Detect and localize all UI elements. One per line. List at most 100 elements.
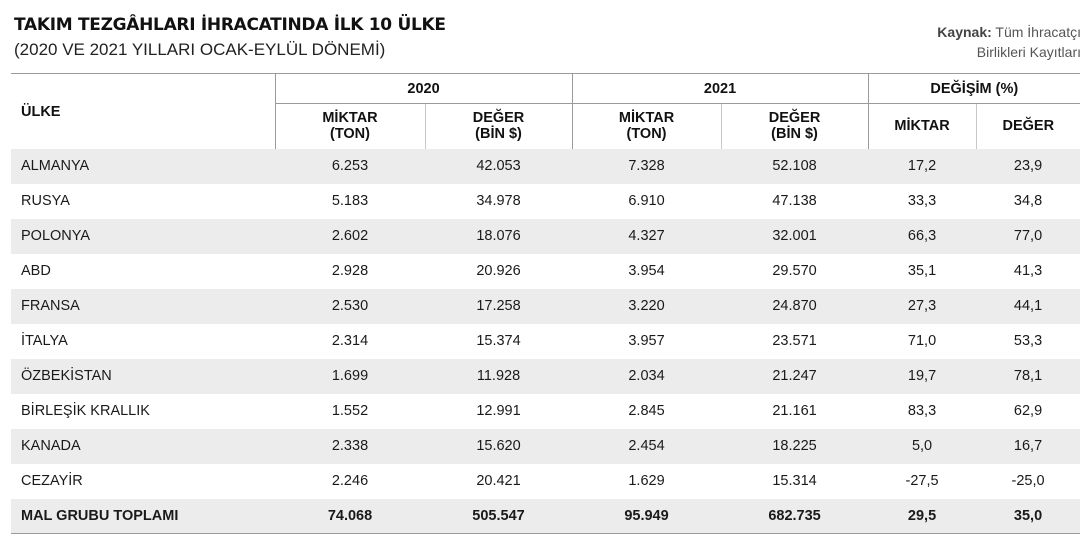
deger-2021-cell: 18.225 bbox=[721, 428, 869, 464]
deger-2021-cell: 24.870 bbox=[721, 288, 869, 324]
source-line-2: Birlikleri Kayıtları bbox=[976, 44, 1081, 60]
miktar-2021-cell: 1.629 bbox=[572, 463, 722, 499]
deger-2020-cell: 18.076 bbox=[425, 218, 573, 254]
miktar-2020-cell: 1.552 bbox=[275, 393, 425, 429]
change-miktar-cell: 27,3 bbox=[868, 288, 977, 324]
subheader-miktar-2021: MİKTAR (TON) bbox=[571, 103, 722, 149]
deger-2021-cell: 32.001 bbox=[721, 218, 869, 254]
source-note: Kaynak: Tüm İhracatçı Birlikleri Kayıtla… bbox=[937, 22, 1081, 62]
table-row: FRANSA 2.530 17.258 3.220 24.870 27,3 44,1 bbox=[11, 288, 1081, 324]
deger-2020-cell: 505.547 bbox=[425, 498, 573, 534]
country-cell: MAL GRUBU TOPLAMI bbox=[11, 498, 275, 534]
deger-2021-cell: 21.161 bbox=[721, 393, 869, 429]
country-cell: ÖZBEKİSTAN bbox=[11, 358, 275, 394]
deger-2021-cell: 23.571 bbox=[721, 323, 869, 359]
country-cell: BİRLEŞİK KRALLIK bbox=[11, 393, 275, 429]
miktar-2021-cell: 3.220 bbox=[572, 288, 722, 324]
deger-2021-cell: 15.314 bbox=[721, 463, 869, 499]
miktar-2020-cell: 2.530 bbox=[275, 288, 425, 324]
change-deger-cell: 23,9 bbox=[976, 148, 1081, 184]
miktar-2020-cell: 2.314 bbox=[275, 323, 425, 359]
table-row: ALMANYA 6.253 42.053 7.328 52.108 17,2 23,9 bbox=[11, 148, 1081, 184]
deger-2020-cell: 20.421 bbox=[425, 463, 573, 499]
miktar-2021-cell: 2.845 bbox=[572, 393, 722, 429]
miktar-2020-cell: 1.699 bbox=[275, 358, 425, 394]
change-miktar-cell: 71,0 bbox=[868, 323, 977, 359]
subheader-deger-2020: DEĞER (BİN $) bbox=[424, 103, 573, 149]
deger-2020-cell: 34.978 bbox=[425, 183, 573, 219]
table-row: ABD 2.928 20.926 3.954 29.570 35,1 41,3 bbox=[11, 253, 1081, 289]
table-body: ALMANYA 6.253 42.053 7.328 52.108 17,2 23,9 RUS… bbox=[11, 148, 1081, 534]
change-deger-cell: 53,3 bbox=[976, 323, 1081, 359]
subheader-change-miktar: MİKTAR bbox=[867, 103, 977, 149]
miktar-2021-cell: 3.957 bbox=[572, 323, 722, 359]
miktar-2021-cell: 7.328 bbox=[572, 148, 722, 184]
table-row: İTALYA 2.314 15.374 3.957 23.571 71,0 53,3 bbox=[11, 323, 1081, 359]
subheader-miktar-2020: MİKTAR (TON) bbox=[274, 103, 425, 149]
deger-2021-cell: 682.735 bbox=[721, 498, 869, 534]
change-miktar-cell: 29,5 bbox=[868, 498, 977, 534]
group-header-change: DEĞİŞİM (%) bbox=[867, 73, 1081, 104]
deger-2020-cell: 15.374 bbox=[425, 323, 573, 359]
change-miktar-cell: 66,3 bbox=[868, 218, 977, 254]
miktar-2021-cell: 6.910 bbox=[572, 183, 722, 219]
change-deger-cell: -25,0 bbox=[976, 463, 1081, 499]
country-cell: KANADA bbox=[11, 428, 275, 464]
change-deger-cell: 77,0 bbox=[976, 218, 1081, 254]
miktar-2020-cell: 2.338 bbox=[275, 428, 425, 464]
country-cell: CEZAYİR bbox=[11, 463, 275, 499]
group-header-2021: 2021 bbox=[571, 73, 869, 104]
deger-2021-cell: 52.108 bbox=[721, 148, 869, 184]
change-deger-cell: 78,1 bbox=[976, 358, 1081, 394]
table-row: CEZAYİR 2.246 20.421 1.629 15.314 -27,5 -25,0 bbox=[11, 463, 1081, 499]
source-line-1: Tüm İhracatçı bbox=[995, 24, 1081, 40]
change-deger-cell: 35,0 bbox=[976, 498, 1081, 534]
miktar-2021-cell: 2.034 bbox=[572, 358, 722, 394]
deger-2020-cell: 15.620 bbox=[425, 428, 573, 464]
deger-2020-cell: 12.991 bbox=[425, 393, 573, 429]
country-cell: ABD bbox=[11, 253, 275, 289]
change-miktar-cell: -27,5 bbox=[868, 463, 977, 499]
change-deger-cell: 62,9 bbox=[976, 393, 1081, 429]
deger-2021-cell: 21.247 bbox=[721, 358, 869, 394]
country-cell: POLONYA bbox=[11, 218, 275, 254]
table-row: ÖZBEKİSTAN 1.699 11.928 2.034 21.247 19,7 78,1 bbox=[11, 358, 1081, 394]
country-cell: İTALYA bbox=[11, 323, 275, 359]
deger-2020-cell: 20.926 bbox=[425, 253, 573, 289]
miktar-2021-cell: 2.454 bbox=[572, 428, 722, 464]
deger-2020-cell: 11.928 bbox=[425, 358, 573, 394]
country-cell: RUSYA bbox=[11, 183, 275, 219]
change-deger-cell: 41,3 bbox=[976, 253, 1081, 289]
change-miktar-cell: 5,0 bbox=[868, 428, 977, 464]
change-miktar-cell: 35,1 bbox=[868, 253, 977, 289]
miktar-2020-cell: 2.602 bbox=[275, 218, 425, 254]
change-deger-cell: 34,8 bbox=[976, 183, 1081, 219]
group-header-2020: 2020 bbox=[274, 73, 573, 104]
source-label: Kaynak: bbox=[937, 24, 992, 40]
change-miktar-cell: 83,3 bbox=[868, 393, 977, 429]
table-title: TAKIM TEZGÂHLARI İHRACATINDA İLK 10 ÜLKE bbox=[14, 15, 446, 35]
subheader-deger-2021: DEĞER (BİN $) bbox=[720, 103, 869, 149]
miktar-2020-cell: 5.183 bbox=[275, 183, 425, 219]
change-deger-cell: 44,1 bbox=[976, 288, 1081, 324]
miktar-2021-cell: 4.327 bbox=[572, 218, 722, 254]
table-row: KANADA 2.338 15.620 2.454 18.225 5,0 16,7 bbox=[11, 428, 1081, 464]
country-cell: ALMANYA bbox=[11, 148, 275, 184]
deger-2020-cell: 17.258 bbox=[425, 288, 573, 324]
table-row: BİRLEŞİK KRALLIK 1.552 12.991 2.845 21.161 83… bbox=[11, 393, 1081, 429]
deger-2021-cell: 47.138 bbox=[721, 183, 869, 219]
subheader-change-deger: DEĞER bbox=[975, 103, 1081, 149]
miktar-2021-cell: 95.949 bbox=[572, 498, 722, 534]
change-miktar-cell: 17,2 bbox=[868, 148, 977, 184]
change-miktar-cell: 33,3 bbox=[868, 183, 977, 219]
miktar-2020-cell: 2.928 bbox=[275, 253, 425, 289]
deger-2020-cell: 42.053 bbox=[425, 148, 573, 184]
miktar-2020-cell: 6.253 bbox=[275, 148, 425, 184]
country-cell: FRANSA bbox=[11, 288, 275, 324]
change-miktar-cell: 19,7 bbox=[868, 358, 977, 394]
total-row: MAL GRUBU TOPLAMI 74.068 505.547 95.949 682.… bbox=[11, 498, 1081, 534]
table-subtitle: (2020 VE 2021 YILLARI OCAK-EYLÜL DÖNEMİ) bbox=[14, 40, 386, 59]
miktar-2020-cell: 74.068 bbox=[275, 498, 425, 534]
miktar-2020-cell: 2.246 bbox=[275, 463, 425, 499]
table-row: RUSYA 5.183 34.978 6.910 47.138 33,3 34,8 bbox=[11, 183, 1081, 219]
